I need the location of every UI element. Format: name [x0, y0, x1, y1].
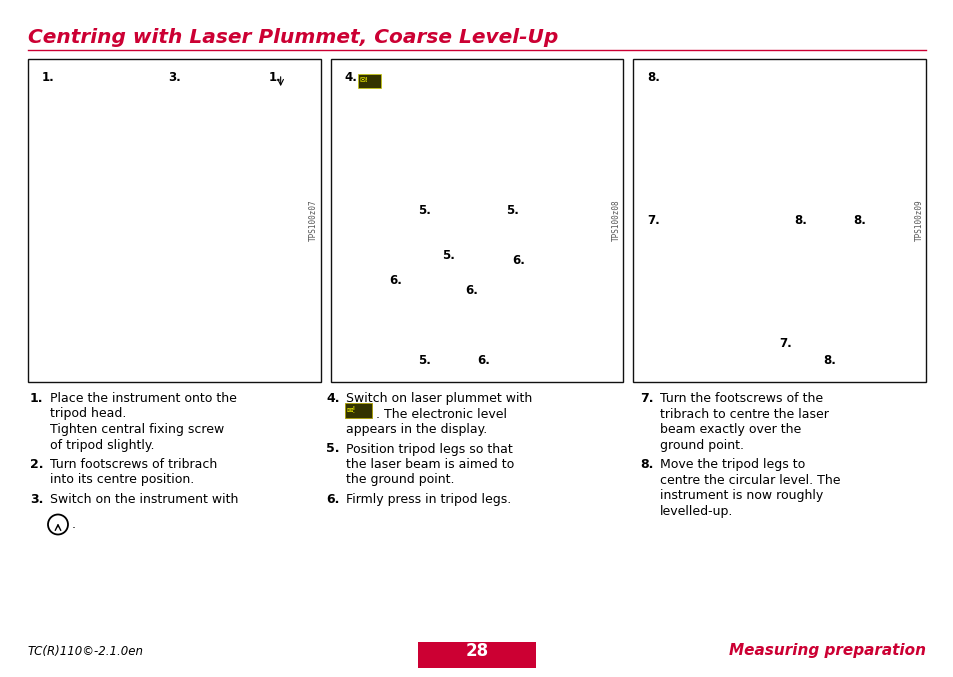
Text: Firmly press in tripod legs.: Firmly press in tripod legs.	[346, 493, 511, 506]
Text: 4.: 4.	[344, 71, 357, 84]
Text: 5.: 5.	[418, 204, 431, 217]
Text: Place the instrument onto the: Place the instrument onto the	[50, 392, 236, 405]
Text: 28: 28	[465, 642, 488, 660]
Text: 6.: 6.	[465, 284, 477, 297]
Text: the ground point.: the ground point.	[346, 473, 454, 487]
Text: the laser beam is aimed to: the laser beam is aimed to	[346, 458, 514, 471]
Text: 4.: 4.	[326, 392, 339, 405]
Text: of tripod slightly.: of tripod slightly.	[50, 439, 154, 452]
Text: 3.: 3.	[30, 493, 43, 506]
Text: 1.: 1.	[269, 71, 281, 84]
Text: TPS100z08: TPS100z08	[611, 200, 620, 241]
Text: 8.: 8.	[647, 71, 659, 84]
Text: tripod head.: tripod head.	[50, 408, 126, 420]
Text: Switch on laser plummet with: Switch on laser plummet with	[346, 392, 532, 405]
Text: 8.: 8.	[794, 214, 806, 227]
Text: TC(R)110©-2.1.0en: TC(R)110©-2.1.0en	[28, 645, 144, 657]
Text: TPS100z07: TPS100z07	[309, 200, 318, 241]
Text: ✉!: ✉!	[347, 406, 356, 415]
FancyBboxPatch shape	[417, 642, 536, 668]
FancyBboxPatch shape	[633, 59, 925, 382]
Text: appears in the display.: appears in the display.	[346, 423, 487, 436]
Text: 7.: 7.	[647, 214, 659, 227]
Text: 5.: 5.	[326, 443, 339, 456]
Text: 1.: 1.	[30, 392, 44, 405]
Text: 6.: 6.	[476, 354, 489, 367]
Text: ✉!: ✉!	[359, 77, 368, 83]
Text: Tighten central fixing screw: Tighten central fixing screw	[50, 423, 224, 436]
FancyBboxPatch shape	[28, 59, 320, 382]
Text: Turn footscrews of tribrach: Turn footscrews of tribrach	[50, 458, 217, 471]
FancyBboxPatch shape	[345, 403, 372, 418]
Text: 5.: 5.	[418, 354, 431, 367]
Text: into its centre position.: into its centre position.	[50, 473, 194, 487]
Text: TPS100z09: TPS100z09	[914, 200, 923, 241]
Text: 6.: 6.	[389, 274, 401, 287]
Text: . The electronic level: . The electronic level	[375, 408, 506, 420]
Text: 6.: 6.	[512, 255, 524, 267]
Text: centre the circular level. The: centre the circular level. The	[659, 473, 840, 487]
Text: Measuring preparation: Measuring preparation	[728, 644, 925, 659]
Text: 5.: 5.	[441, 249, 455, 263]
Text: 2.: 2.	[30, 458, 44, 471]
Text: ground point.: ground point.	[659, 439, 743, 452]
Text: 7.: 7.	[639, 392, 653, 405]
Text: .: .	[71, 518, 76, 531]
Text: Switch on the instrument with: Switch on the instrument with	[50, 493, 238, 506]
Text: beam exactly over the: beam exactly over the	[659, 423, 801, 436]
Text: 8.: 8.	[852, 214, 864, 227]
Text: 7.: 7.	[779, 337, 792, 350]
Text: instrument is now roughly: instrument is now roughly	[659, 489, 822, 502]
Text: 3.: 3.	[169, 71, 181, 84]
FancyBboxPatch shape	[331, 59, 622, 382]
Text: tribrach to centre the laser: tribrach to centre the laser	[659, 408, 828, 420]
Text: 8.: 8.	[822, 354, 836, 367]
Text: levelled-up.: levelled-up.	[659, 504, 733, 517]
Text: 1.: 1.	[42, 71, 54, 84]
Text: Turn the footscrews of the: Turn the footscrews of the	[659, 392, 822, 405]
Text: 6.: 6.	[326, 493, 339, 506]
Text: Centring with Laser Plummet, Coarse Level-Up: Centring with Laser Plummet, Coarse Leve…	[28, 28, 558, 47]
Text: Move the tripod legs to: Move the tripod legs to	[659, 458, 804, 471]
FancyBboxPatch shape	[357, 74, 381, 87]
Text: 8.: 8.	[639, 458, 653, 471]
Text: 5.: 5.	[506, 204, 518, 217]
Text: Position tripod legs so that: Position tripod legs so that	[346, 443, 512, 456]
